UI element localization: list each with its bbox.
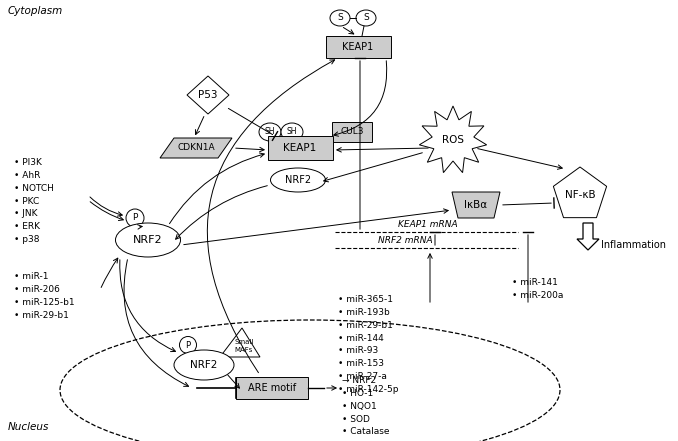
Polygon shape bbox=[420, 106, 487, 172]
Ellipse shape bbox=[281, 123, 303, 141]
Text: NRF2: NRF2 bbox=[191, 360, 218, 370]
Ellipse shape bbox=[271, 168, 325, 192]
Text: CUL3: CUL3 bbox=[340, 127, 364, 137]
Ellipse shape bbox=[126, 209, 144, 227]
Text: Nucleus: Nucleus bbox=[8, 422, 49, 432]
Text: NF-κB: NF-κB bbox=[565, 190, 595, 200]
Ellipse shape bbox=[180, 336, 197, 354]
Text: P: P bbox=[132, 213, 138, 223]
Text: Small
MAFs: Small MAFs bbox=[235, 340, 254, 352]
Text: • miR-141
• miR-200a: • miR-141 • miR-200a bbox=[512, 278, 563, 300]
Polygon shape bbox=[577, 223, 599, 250]
Bar bbox=[325, 36, 391, 58]
Text: ARE motif: ARE motif bbox=[248, 383, 296, 393]
Ellipse shape bbox=[259, 123, 281, 141]
Ellipse shape bbox=[356, 10, 376, 26]
Ellipse shape bbox=[115, 223, 180, 257]
Bar bbox=[332, 122, 372, 142]
Text: Cytoplasm: Cytoplasm bbox=[8, 6, 63, 16]
Text: S: S bbox=[337, 14, 343, 22]
Text: ROS: ROS bbox=[442, 135, 464, 145]
Ellipse shape bbox=[330, 10, 350, 26]
Polygon shape bbox=[160, 138, 232, 158]
Text: • PI3K
• AhR
• NOTCH
• PKC
• JNK
• ERK
• p38: • PI3K • AhR • NOTCH • PKC • JNK • ERK •… bbox=[14, 158, 54, 244]
Text: IκBα: IκBα bbox=[464, 200, 487, 210]
Text: KEAP1: KEAP1 bbox=[283, 143, 317, 153]
Text: KEAP1: KEAP1 bbox=[342, 42, 374, 52]
Polygon shape bbox=[220, 328, 260, 357]
Polygon shape bbox=[452, 192, 500, 218]
Text: CDKN1A: CDKN1A bbox=[177, 143, 215, 153]
Text: SH: SH bbox=[287, 127, 297, 137]
Text: • miR-1
• miR-206
• miR-125-b1
• miR-29-b1: • miR-1 • miR-206 • miR-125-b1 • miR-29-… bbox=[14, 272, 75, 320]
Text: Inflammation: Inflammation bbox=[601, 240, 666, 250]
Text: P: P bbox=[186, 340, 191, 350]
Text: NRF2: NRF2 bbox=[285, 175, 311, 185]
Text: KEAP1 mRNA: KEAP1 mRNA bbox=[398, 220, 458, 229]
Bar bbox=[236, 377, 308, 399]
Polygon shape bbox=[187, 76, 229, 114]
Text: NRF2: NRF2 bbox=[133, 235, 163, 245]
Text: SH: SH bbox=[264, 127, 275, 137]
Text: NRF2 mRNA: NRF2 mRNA bbox=[378, 236, 433, 245]
Text: • miR-365-1
• miR-193b
• miR-29-b1
• miR-144
• miR-93
• miR-153
• miR-27-a
• miR: • miR-365-1 • miR-193b • miR-29-b1 • miR… bbox=[338, 295, 399, 394]
Ellipse shape bbox=[174, 350, 234, 380]
Polygon shape bbox=[553, 167, 607, 218]
Text: P53: P53 bbox=[198, 90, 218, 100]
Bar bbox=[268, 136, 332, 160]
Text: → NRF2
• HO-1
• NQO1
• SOD
• Catalase: → NRF2 • HO-1 • NQO1 • SOD • Catalase bbox=[342, 376, 389, 437]
Text: S: S bbox=[363, 14, 369, 22]
